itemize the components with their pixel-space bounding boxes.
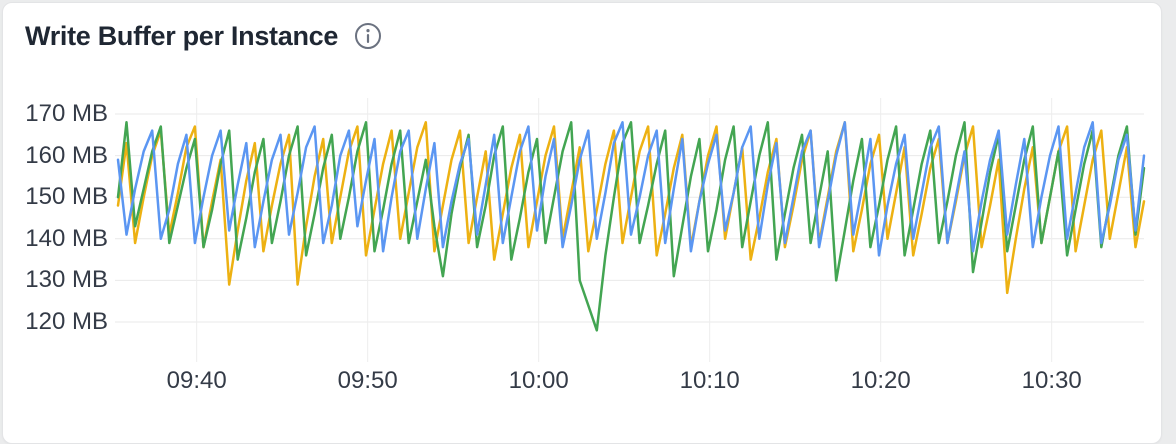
y-tick-label: 140 MB: [25, 224, 108, 252]
x-tick-label: 10:10: [679, 367, 740, 394]
series-green-line: [116, 121, 1146, 332]
x-tick-label: 09:50: [337, 367, 398, 394]
x-tick-label: 10:30: [1021, 367, 1082, 394]
chart-area[interactable]: 170 MB 160 MB 150 MB 140 MB 130 MB 120 MB 09:…: [0, 0, 1176, 408]
series-lines: [116, 121, 1146, 332]
x-tick-label: 10:20: [850, 367, 911, 394]
x-tick-label: 10:00: [508, 367, 569, 394]
info-icon-glyph: [355, 23, 382, 49]
panel-title: Write Buffer per Instance: [25, 21, 339, 51]
y-tick-label: 150 MB: [25, 183, 108, 211]
panel-header: Write Buffer per Instance: [25, 19, 382, 53]
series-blue-line: [116, 121, 1146, 257]
series-yellow-line: [116, 121, 1146, 295]
y-tick-label: 130 MB: [25, 266, 108, 294]
x-tick-label: 09:40: [166, 367, 227, 394]
info-icon[interactable]: [354, 22, 382, 50]
chart-svg: [115, 98, 1146, 362]
y-tick-label: 160 MB: [25, 141, 108, 169]
y-tick-label: 170 MB: [25, 100, 108, 127]
y-tick-label: 120 MB: [25, 308, 108, 335]
